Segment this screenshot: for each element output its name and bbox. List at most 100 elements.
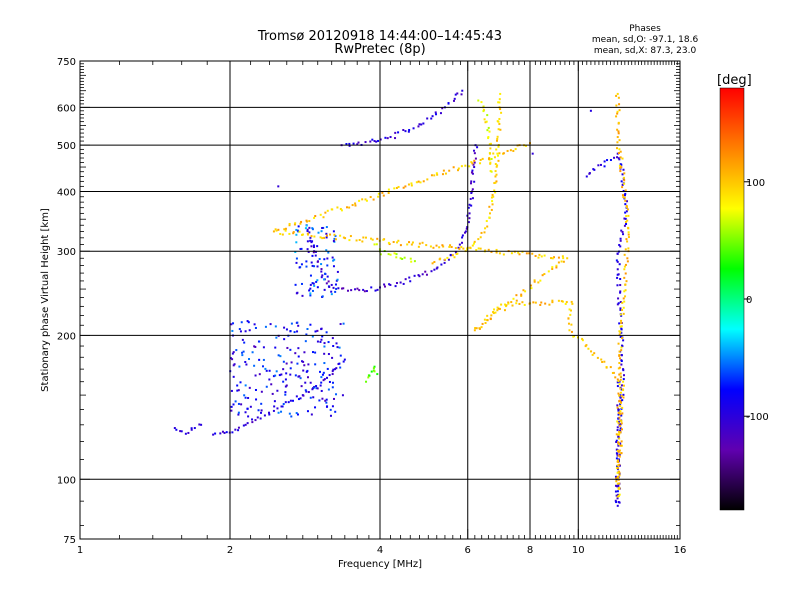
data-point (471, 172, 474, 175)
data-point (320, 376, 323, 379)
data-point (625, 223, 628, 226)
data-point (320, 389, 323, 392)
data-point (232, 403, 235, 406)
data-point (308, 226, 311, 229)
data-point (304, 381, 307, 384)
x-tick-label: 10 (572, 545, 585, 556)
data-point (358, 238, 361, 241)
data-point (569, 313, 572, 316)
data-point (325, 398, 328, 401)
data-point (280, 405, 283, 408)
data-point (623, 196, 626, 199)
data-point (258, 340, 261, 343)
data-point (555, 264, 558, 267)
data-point (420, 123, 423, 126)
data-point (395, 282, 398, 285)
data-point (617, 409, 620, 412)
data-point (244, 360, 247, 363)
data-point (193, 427, 196, 430)
data-point (497, 145, 500, 148)
data-point (623, 179, 626, 182)
data-point (479, 247, 482, 250)
data-point (339, 234, 342, 237)
data-point (621, 345, 624, 348)
data-point (456, 252, 459, 255)
data-point (282, 360, 285, 363)
data-point (295, 292, 298, 295)
data-point (440, 263, 443, 266)
data-point (409, 280, 412, 283)
data-point (392, 240, 395, 243)
data-point (251, 351, 254, 354)
data-point (617, 392, 620, 395)
data-point (618, 394, 621, 397)
data-point (418, 275, 421, 278)
data-point (475, 249, 478, 252)
data-point (593, 168, 596, 171)
data-point (319, 213, 322, 216)
data-point (324, 399, 327, 402)
data-point (264, 325, 267, 328)
data-point (496, 309, 499, 312)
data-point (323, 236, 326, 239)
data-point (275, 336, 278, 339)
data-point (620, 444, 623, 447)
data-point (619, 300, 622, 303)
data-point (627, 233, 630, 236)
data-point (485, 120, 488, 123)
data-point (622, 369, 625, 372)
data-point (303, 351, 306, 354)
data-point (318, 257, 321, 260)
data-point (476, 146, 479, 149)
data-point (336, 270, 339, 273)
data-point (571, 302, 574, 305)
data-point (624, 199, 627, 202)
data-point (619, 239, 622, 242)
data-point (616, 381, 619, 384)
data-point (590, 350, 593, 353)
data-point (561, 255, 564, 258)
data-point (615, 104, 618, 107)
data-point (454, 250, 457, 253)
data-point (308, 289, 311, 292)
data-point (616, 156, 619, 159)
data-point (617, 413, 620, 416)
data-point (618, 416, 621, 419)
data-point (436, 266, 439, 269)
data-point (248, 329, 251, 332)
data-point (180, 430, 183, 433)
data-point (468, 217, 471, 220)
data-point (617, 470, 620, 473)
data-point (329, 414, 332, 417)
data-point (326, 405, 329, 408)
data-point (273, 400, 276, 403)
data-point (618, 463, 621, 466)
data-point (498, 101, 501, 104)
data-point (306, 328, 309, 331)
data-point (619, 150, 622, 153)
data-point (620, 353, 623, 356)
data-point (491, 203, 494, 206)
data-point (327, 280, 330, 283)
data-point (448, 169, 451, 172)
data-point (293, 223, 296, 226)
data-point (325, 249, 328, 252)
data-point (314, 406, 317, 409)
data-point (296, 362, 299, 365)
data-point (325, 232, 328, 235)
data-point (323, 342, 326, 345)
data-point (471, 188, 474, 191)
data-point (626, 200, 629, 203)
phases-line-x: mean, sd,X: 87.3, 23.0 (594, 46, 697, 56)
data-point (626, 208, 629, 211)
data-point (362, 236, 365, 239)
data-point (616, 268, 619, 271)
data-point (320, 268, 323, 271)
data-point (317, 231, 320, 234)
data-point (468, 165, 471, 168)
data-point (528, 252, 531, 255)
data-point (618, 354, 621, 357)
data-point (371, 138, 374, 141)
data-point (494, 191, 497, 194)
data-point (339, 323, 342, 326)
